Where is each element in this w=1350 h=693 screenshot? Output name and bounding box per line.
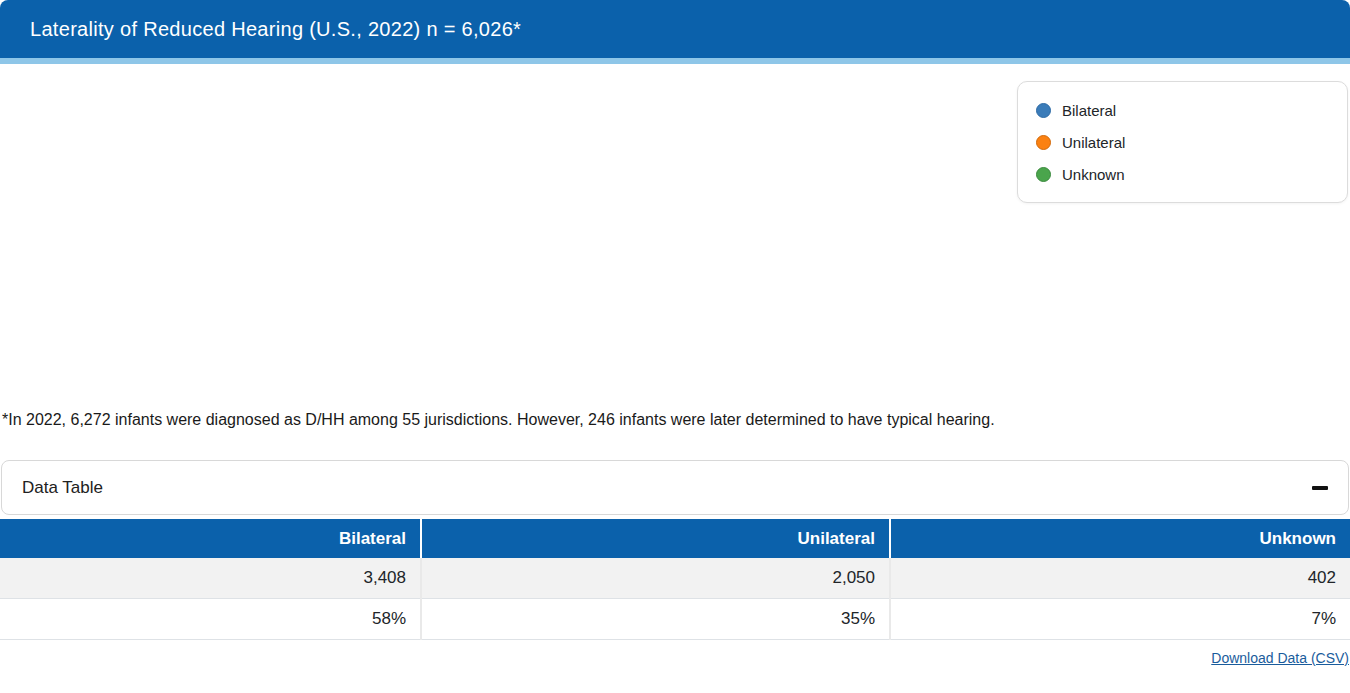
- footnote-text: *In 2022, 6,272 infants were diagnosed a…: [2, 409, 995, 431]
- legend-label-unilateral: Unilateral: [1062, 134, 1125, 151]
- data-table: Bilateral Unilateral Unknown 3,408 2,050…: [0, 519, 1350, 640]
- cell-count-bilateral: 3,408: [0, 558, 421, 599]
- bilateral-circle-icon: [1036, 103, 1051, 118]
- chart-legend: Bilateral Unilateral Unknown: [1017, 81, 1348, 203]
- unknown-circle-icon: [1036, 167, 1051, 182]
- chart-title-bar: Laterality of Reduced Hearing (U.S., 202…: [0, 0, 1350, 64]
- chart-title: Laterality of Reduced Hearing (U.S., 202…: [0, 18, 521, 41]
- column-header-unilateral: Unilateral: [421, 519, 890, 558]
- column-header-bilateral: Bilateral: [0, 519, 421, 558]
- download-csv-link[interactable]: Download Data (CSV): [1211, 650, 1349, 666]
- data-table-section-title: Data Table: [22, 478, 103, 498]
- table-row-counts: 3,408 2,050 402: [0, 558, 1350, 599]
- unilateral-circle-icon: [1036, 135, 1051, 150]
- cell-percent-bilateral: 58%: [0, 599, 421, 640]
- cell-count-unknown: 402: [890, 558, 1350, 599]
- minus-icon[interactable]: [1312, 486, 1328, 490]
- cell-percent-unknown: 7%: [890, 599, 1350, 640]
- data-table-accordion-header[interactable]: Data Table: [1, 460, 1349, 515]
- cell-count-unilateral: 2,050: [421, 558, 890, 599]
- table-header-row: Bilateral Unilateral Unknown: [0, 519, 1350, 558]
- cell-percent-unilateral: 35%: [421, 599, 890, 640]
- table-row-percentages: 58% 35% 7%: [0, 599, 1350, 640]
- page: Laterality of Reduced Hearing (U.S., 202…: [0, 0, 1350, 693]
- column-header-unknown: Unknown: [890, 519, 1350, 558]
- legend-label-unknown: Unknown: [1062, 166, 1125, 183]
- legend-item-unknown[interactable]: Unknown: [1036, 158, 1347, 190]
- legend-label-bilateral: Bilateral: [1062, 102, 1116, 119]
- data-table-container: Bilateral Unilateral Unknown 3,408 2,050…: [0, 519, 1350, 640]
- legend-item-bilateral[interactable]: Bilateral: [1036, 94, 1347, 126]
- legend-item-unilateral[interactable]: Unilateral: [1036, 126, 1347, 158]
